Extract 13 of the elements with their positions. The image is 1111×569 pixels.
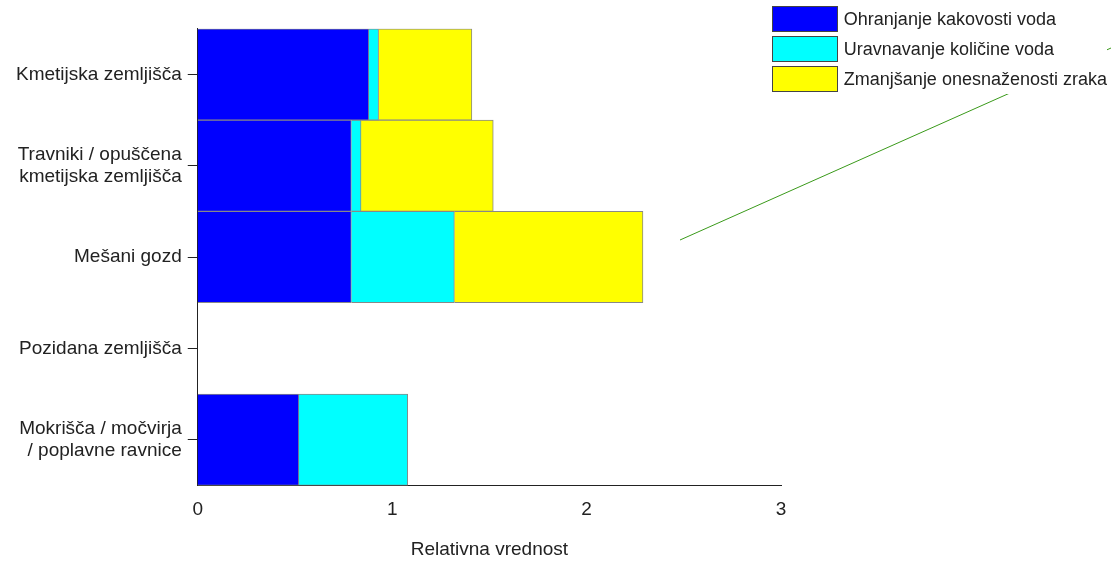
- y-tick-label: Mešani gozd: [74, 245, 182, 267]
- x-tick-label: 1: [386, 498, 398, 520]
- legend-label: Uravnavanje količine voda: [843, 38, 1054, 60]
- y-tick-label: Mokrišča / močvirja / poplavne ravnice: [19, 416, 183, 461]
- x-tick-label: 2: [581, 498, 592, 520]
- legend-label: Zmanjšanje onesnaženosti zraka: [843, 68, 1107, 90]
- legend-label: Ohranjanje kakovosti voda: [843, 8, 1056, 30]
- y-tick-label: Travniki / opuščena kmetijska zemljišča: [17, 142, 183, 187]
- x-tick-label: 3: [775, 498, 787, 520]
- y-tick-label: Pozidana zemljišča: [19, 336, 183, 358]
- x-axis-title: Relativna vrednost: [410, 537, 569, 559]
- y-tick-label: Kmetijska zemljišča: [15, 62, 183, 84]
- x-tick-label: 0: [192, 498, 204, 520]
